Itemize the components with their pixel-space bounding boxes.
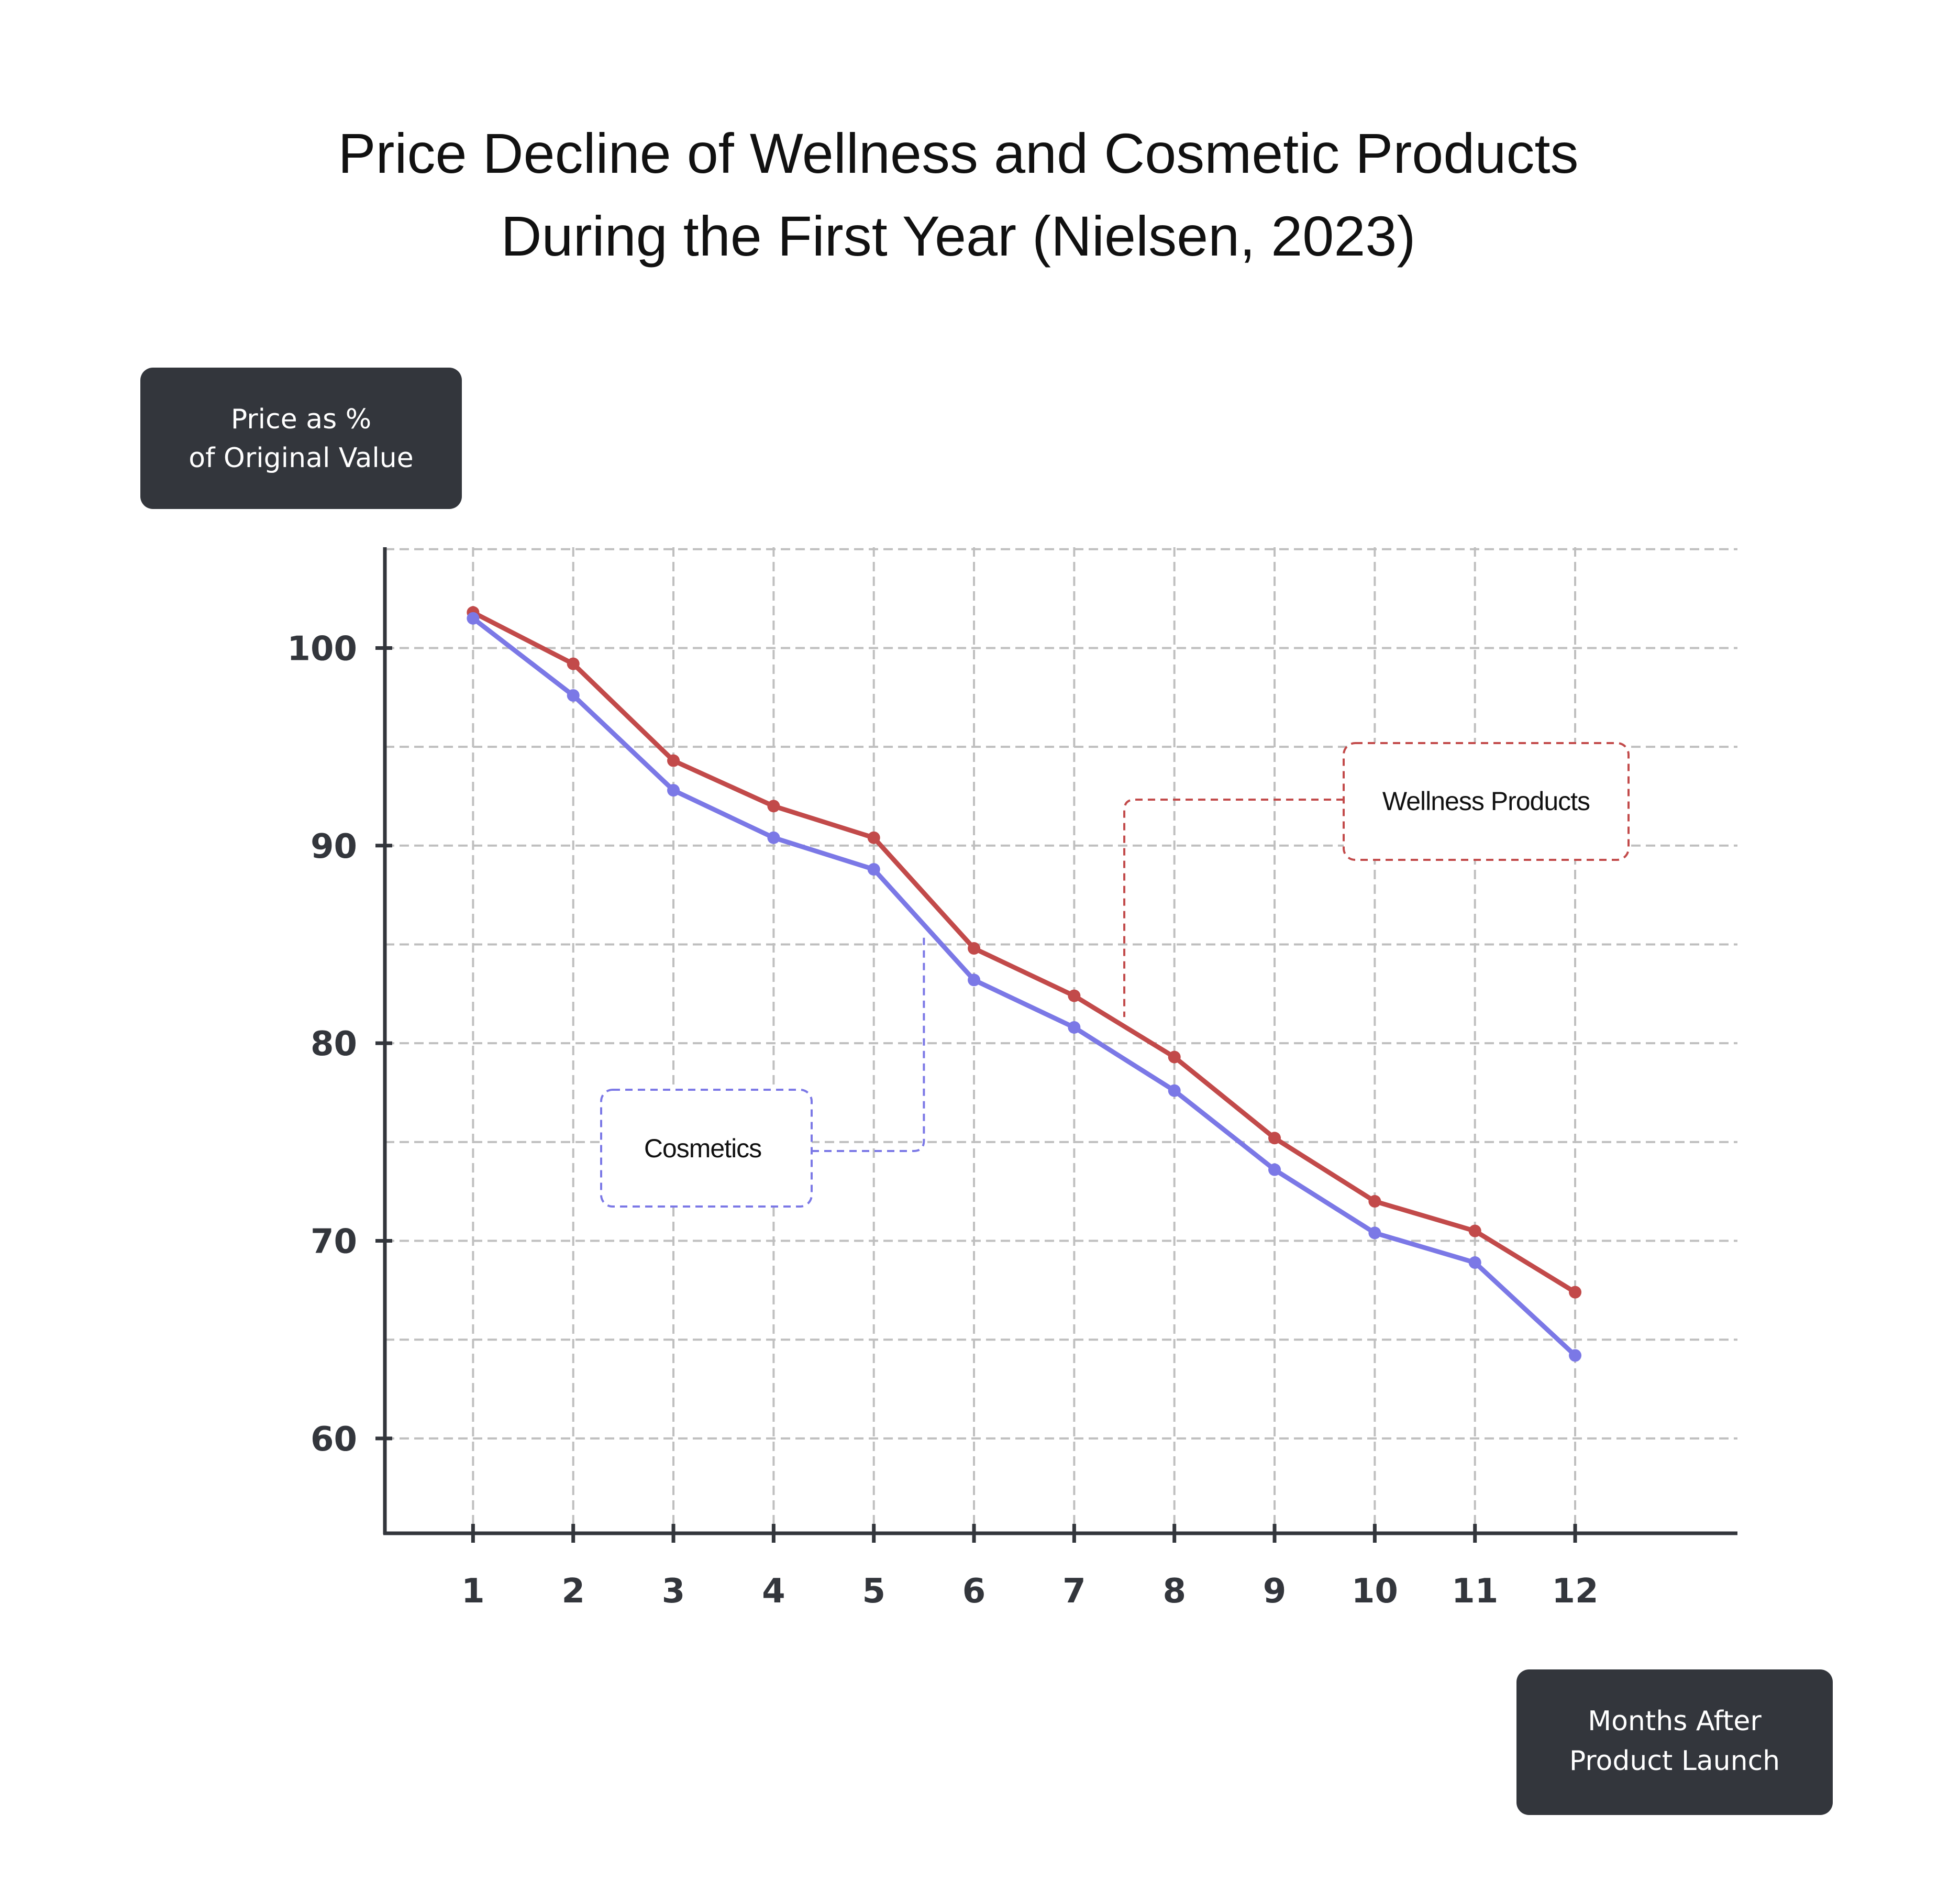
grid [385, 547, 1737, 1533]
data-point-cosmetics [1068, 1021, 1081, 1034]
x-axis-label-line-1: Months After [1588, 1706, 1762, 1737]
y-axis-label-line-1: Price as % [231, 404, 371, 435]
data-point-cosmetics [467, 612, 480, 625]
callout-wellness-products-connector [1123, 799, 1344, 1017]
chart-title-line-1: Price Decline of Wellness and Cosmetic P… [338, 121, 1579, 185]
data-point-wellness-products [1168, 1050, 1181, 1064]
data-point-cosmetics [867, 863, 880, 876]
data-point-wellness-products [667, 754, 680, 767]
data-point-wellness-products [567, 657, 580, 670]
data-point-wellness-products [867, 831, 880, 844]
series [467, 606, 1582, 1362]
x-tick-label: 2 [561, 1572, 585, 1611]
data-point-wellness-products [1468, 1224, 1481, 1237]
x-tick-label: 1 [461, 1572, 485, 1611]
x-tick-label: 5 [862, 1572, 885, 1611]
x-tick-label: 3 [662, 1572, 685, 1611]
data-point-cosmetics [567, 689, 580, 702]
data-point-wellness-products [968, 942, 981, 955]
data-point-wellness-products [1068, 989, 1081, 1002]
axes [375, 547, 1737, 1543]
y-tick-label: 70 [311, 1223, 357, 1262]
callout-cosmetics: Cosmetics [600, 1089, 813, 1208]
y-tick-label: 100 [287, 629, 357, 668]
data-point-cosmetics [1569, 1349, 1582, 1362]
y-tick-label: 90 [311, 827, 357, 866]
y-axis-label-badge: Price as % of Original Value [140, 368, 462, 509]
y-tick-label: 60 [311, 1420, 357, 1459]
callout-cosmetics-connector [812, 934, 925, 1152]
x-tick-label: 8 [1162, 1572, 1186, 1611]
data-point-wellness-products [1268, 1132, 1281, 1145]
callout-wellness-products: Wellness Products [1343, 742, 1630, 861]
data-point-wellness-products [1368, 1195, 1381, 1208]
x-tick-label: 11 [1452, 1572, 1498, 1611]
data-point-cosmetics [1468, 1256, 1481, 1269]
x-axis-label-line-2: Product Launch [1569, 1745, 1780, 1777]
data-point-cosmetics [667, 784, 680, 797]
callout-wellness-products-box [1343, 742, 1630, 861]
callout-cosmetics-label: Cosmetics [644, 1134, 761, 1163]
x-tick-label: 7 [1062, 1572, 1086, 1611]
series-line-wellness-products [470, 610, 1578, 1295]
x-tick-label: 6 [962, 1572, 986, 1611]
x-axis-label-background [1516, 1669, 1833, 1815]
callout-connectors [812, 799, 1344, 1152]
y-tick-label: 80 [311, 1025, 357, 1064]
chart-title-line-2: During the First Year (Nielsen, 2023) [501, 204, 1416, 268]
x-tick-label: 10 [1352, 1572, 1398, 1611]
y-axis-label-line-2: of Original Value [189, 442, 413, 474]
callout-wellness-products-label: Wellness Products [1382, 787, 1590, 816]
data-point-cosmetics [1268, 1163, 1281, 1176]
data-point-cosmetics [1168, 1084, 1181, 1097]
callout-cosmetics-box [600, 1089, 813, 1208]
data-point-cosmetics [1368, 1226, 1381, 1240]
data-point-wellness-products [1569, 1286, 1582, 1299]
series-line-cosmetics [470, 616, 1578, 1358]
x-axis-label-badge: Months After Product Launch [1516, 1669, 1833, 1815]
data-point-cosmetics [968, 973, 981, 987]
x-tick-label: 12 [1552, 1572, 1599, 1611]
y-axis-label-background [140, 368, 462, 509]
x-tick-label: 4 [762, 1572, 785, 1611]
x-tick-label: 9 [1263, 1572, 1287, 1611]
data-point-wellness-products [767, 800, 780, 813]
data-point-cosmetics [767, 831, 780, 844]
